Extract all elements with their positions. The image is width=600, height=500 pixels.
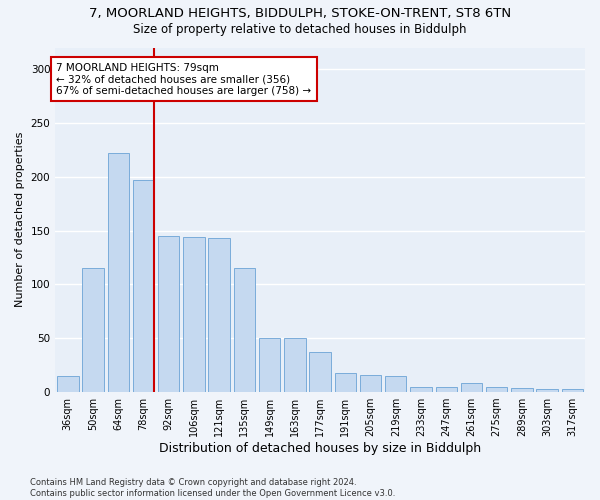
Bar bbox=[82, 268, 104, 392]
Bar bbox=[183, 237, 205, 392]
Text: Contains HM Land Registry data © Crown copyright and database right 2024.
Contai: Contains HM Land Registry data © Crown c… bbox=[30, 478, 395, 498]
Bar bbox=[436, 386, 457, 392]
Bar bbox=[107, 153, 129, 392]
Bar bbox=[486, 386, 508, 392]
Bar bbox=[233, 268, 255, 392]
Bar bbox=[511, 388, 533, 392]
Bar bbox=[461, 384, 482, 392]
Text: 7, MOORLAND HEIGHTS, BIDDULPH, STOKE-ON-TRENT, ST8 6TN: 7, MOORLAND HEIGHTS, BIDDULPH, STOKE-ON-… bbox=[89, 8, 511, 20]
Bar bbox=[133, 180, 154, 392]
Bar bbox=[335, 372, 356, 392]
Text: Size of property relative to detached houses in Biddulph: Size of property relative to detached ho… bbox=[133, 22, 467, 36]
Text: 7 MOORLAND HEIGHTS: 79sqm
← 32% of detached houses are smaller (356)
67% of semi: 7 MOORLAND HEIGHTS: 79sqm ← 32% of detac… bbox=[56, 62, 311, 96]
X-axis label: Distribution of detached houses by size in Biddulph: Distribution of detached houses by size … bbox=[159, 442, 481, 455]
Bar bbox=[562, 389, 583, 392]
Bar bbox=[410, 386, 432, 392]
Bar bbox=[536, 389, 558, 392]
Bar bbox=[360, 375, 381, 392]
Bar bbox=[158, 236, 179, 392]
Bar bbox=[385, 376, 406, 392]
Bar bbox=[57, 376, 79, 392]
Bar bbox=[259, 338, 280, 392]
Bar bbox=[208, 238, 230, 392]
Y-axis label: Number of detached properties: Number of detached properties bbox=[15, 132, 25, 308]
Bar bbox=[310, 352, 331, 392]
Bar bbox=[284, 338, 305, 392]
